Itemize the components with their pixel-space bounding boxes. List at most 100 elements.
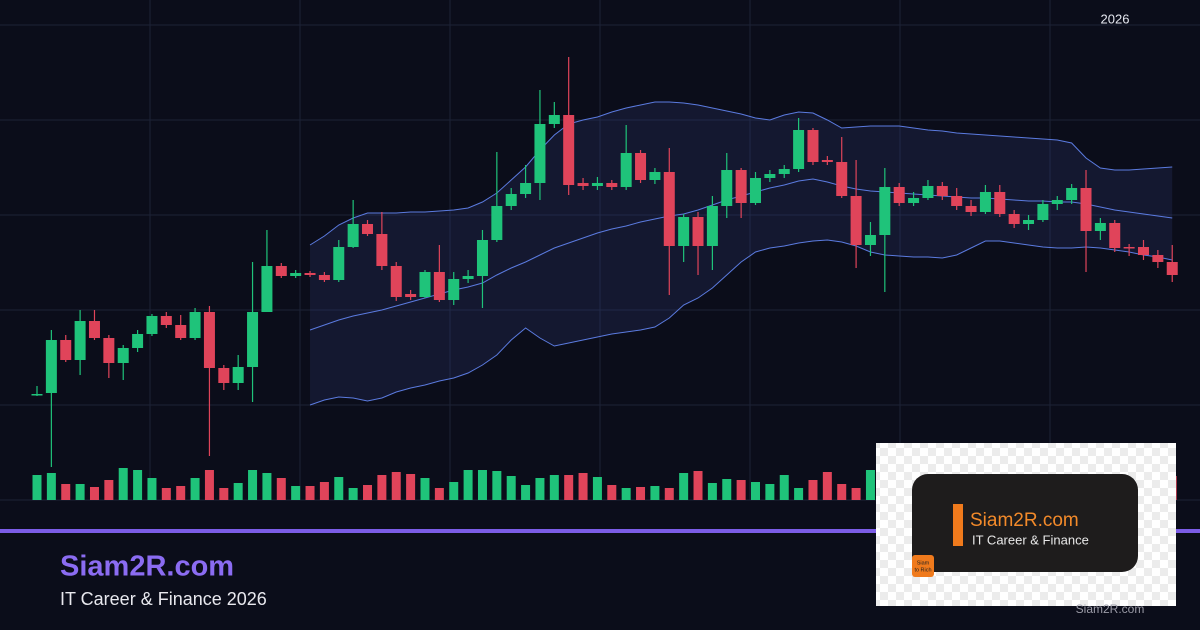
volume-bar (46, 473, 56, 500)
candle-body (132, 334, 144, 348)
candle-body (247, 312, 259, 367)
candle-body (965, 206, 977, 212)
volume-bar (449, 482, 459, 500)
candle-body (491, 206, 503, 240)
candle-body (103, 338, 115, 363)
candle-body (764, 174, 776, 178)
volume-bar (276, 478, 286, 500)
watermark: Siam2R.com (1076, 602, 1145, 616)
candle-body (678, 217, 690, 246)
candle-body (1051, 200, 1063, 204)
candle-body (922, 186, 934, 198)
badge-text: Siam (917, 560, 930, 566)
candle-body (405, 294, 417, 297)
volume-bar (104, 480, 114, 500)
volume-bar (348, 488, 358, 500)
candle-body (146, 316, 158, 334)
candle-body (1023, 220, 1035, 224)
volume-bar (535, 478, 545, 500)
candle-body (692, 217, 704, 246)
candle-body (476, 240, 488, 276)
volume-bar (406, 474, 416, 500)
volume-bar (707, 483, 717, 500)
volume-bar (679, 473, 689, 500)
candle-body (117, 348, 129, 363)
volume-bar (391, 472, 401, 500)
candle-body (879, 187, 891, 235)
candle-body (721, 170, 733, 206)
volume-bar (133, 470, 143, 500)
candle-body (520, 183, 532, 194)
candle-body (778, 169, 790, 174)
volume-bar (549, 475, 559, 500)
volume-bar (751, 482, 760, 500)
volume-bar (32, 475, 42, 500)
candle-body (864, 235, 876, 245)
candle-body (462, 276, 474, 279)
badge-text: to Rich (914, 567, 931, 573)
volume-bar (363, 485, 373, 500)
brand-subtitle: IT Career & Finance 2026 (60, 589, 267, 609)
candle-body (1166, 262, 1178, 275)
candle-body (304, 273, 316, 275)
volume-bar (204, 470, 214, 500)
volume-bar (736, 480, 746, 500)
candle-body (203, 312, 215, 368)
band-line (309, 239, 1173, 406)
logo-tagline: IT Career & Finance (972, 532, 1089, 547)
volume-bar (319, 482, 329, 500)
candle-body (1123, 247, 1135, 249)
candle-body (534, 124, 546, 183)
volume-bar (147, 478, 157, 500)
volume-bar (377, 475, 387, 500)
candle-body (232, 367, 244, 383)
volume-bar (161, 488, 171, 500)
volume-bar (492, 471, 502, 500)
candle-body (663, 172, 675, 246)
candle-body (160, 316, 172, 325)
divider (0, 529, 1200, 533)
volume-bar (219, 488, 229, 500)
candle-body (1152, 255, 1164, 262)
volume-bar (434, 488, 444, 500)
candle-body (563, 115, 575, 185)
volume-bar (779, 475, 789, 500)
candle-body (419, 272, 431, 297)
candle-body (1109, 223, 1121, 248)
candle-body (591, 183, 603, 186)
volume-bar (89, 487, 99, 500)
candle-body (189, 312, 201, 338)
volume-bar (765, 484, 775, 500)
volume-bar (636, 487, 646, 500)
candle-body (750, 178, 761, 203)
candle-body (261, 266, 273, 312)
logo-panel (912, 474, 1138, 572)
volume-bar (190, 478, 200, 500)
candle-body (318, 275, 330, 280)
candle-body (577, 183, 589, 186)
band-line (309, 101, 1173, 246)
candle-body (448, 279, 460, 300)
candle-body (1037, 204, 1049, 220)
logo-bar (953, 504, 963, 546)
volume-bar (477, 470, 487, 500)
candle-body (908, 198, 920, 203)
volume-bar (506, 476, 516, 500)
logo-badge (912, 555, 934, 577)
vertical-grid (149, 0, 1051, 500)
candle-body (433, 272, 445, 300)
candle-body (836, 162, 848, 196)
candle-body (821, 160, 833, 162)
volume-bar (664, 488, 674, 500)
candle-body (347, 224, 359, 247)
candle-body (74, 321, 86, 360)
brand-title: Siam2R.com (60, 551, 234, 583)
candle-body (850, 196, 862, 245)
candle-body (706, 206, 718, 246)
logo-card: Siam2R.com IT Career & Finance Siam to R… (876, 443, 1176, 606)
volume-bar (794, 488, 804, 500)
candle-body (649, 172, 661, 180)
volume-bar (592, 477, 602, 500)
candle-body (333, 247, 345, 280)
